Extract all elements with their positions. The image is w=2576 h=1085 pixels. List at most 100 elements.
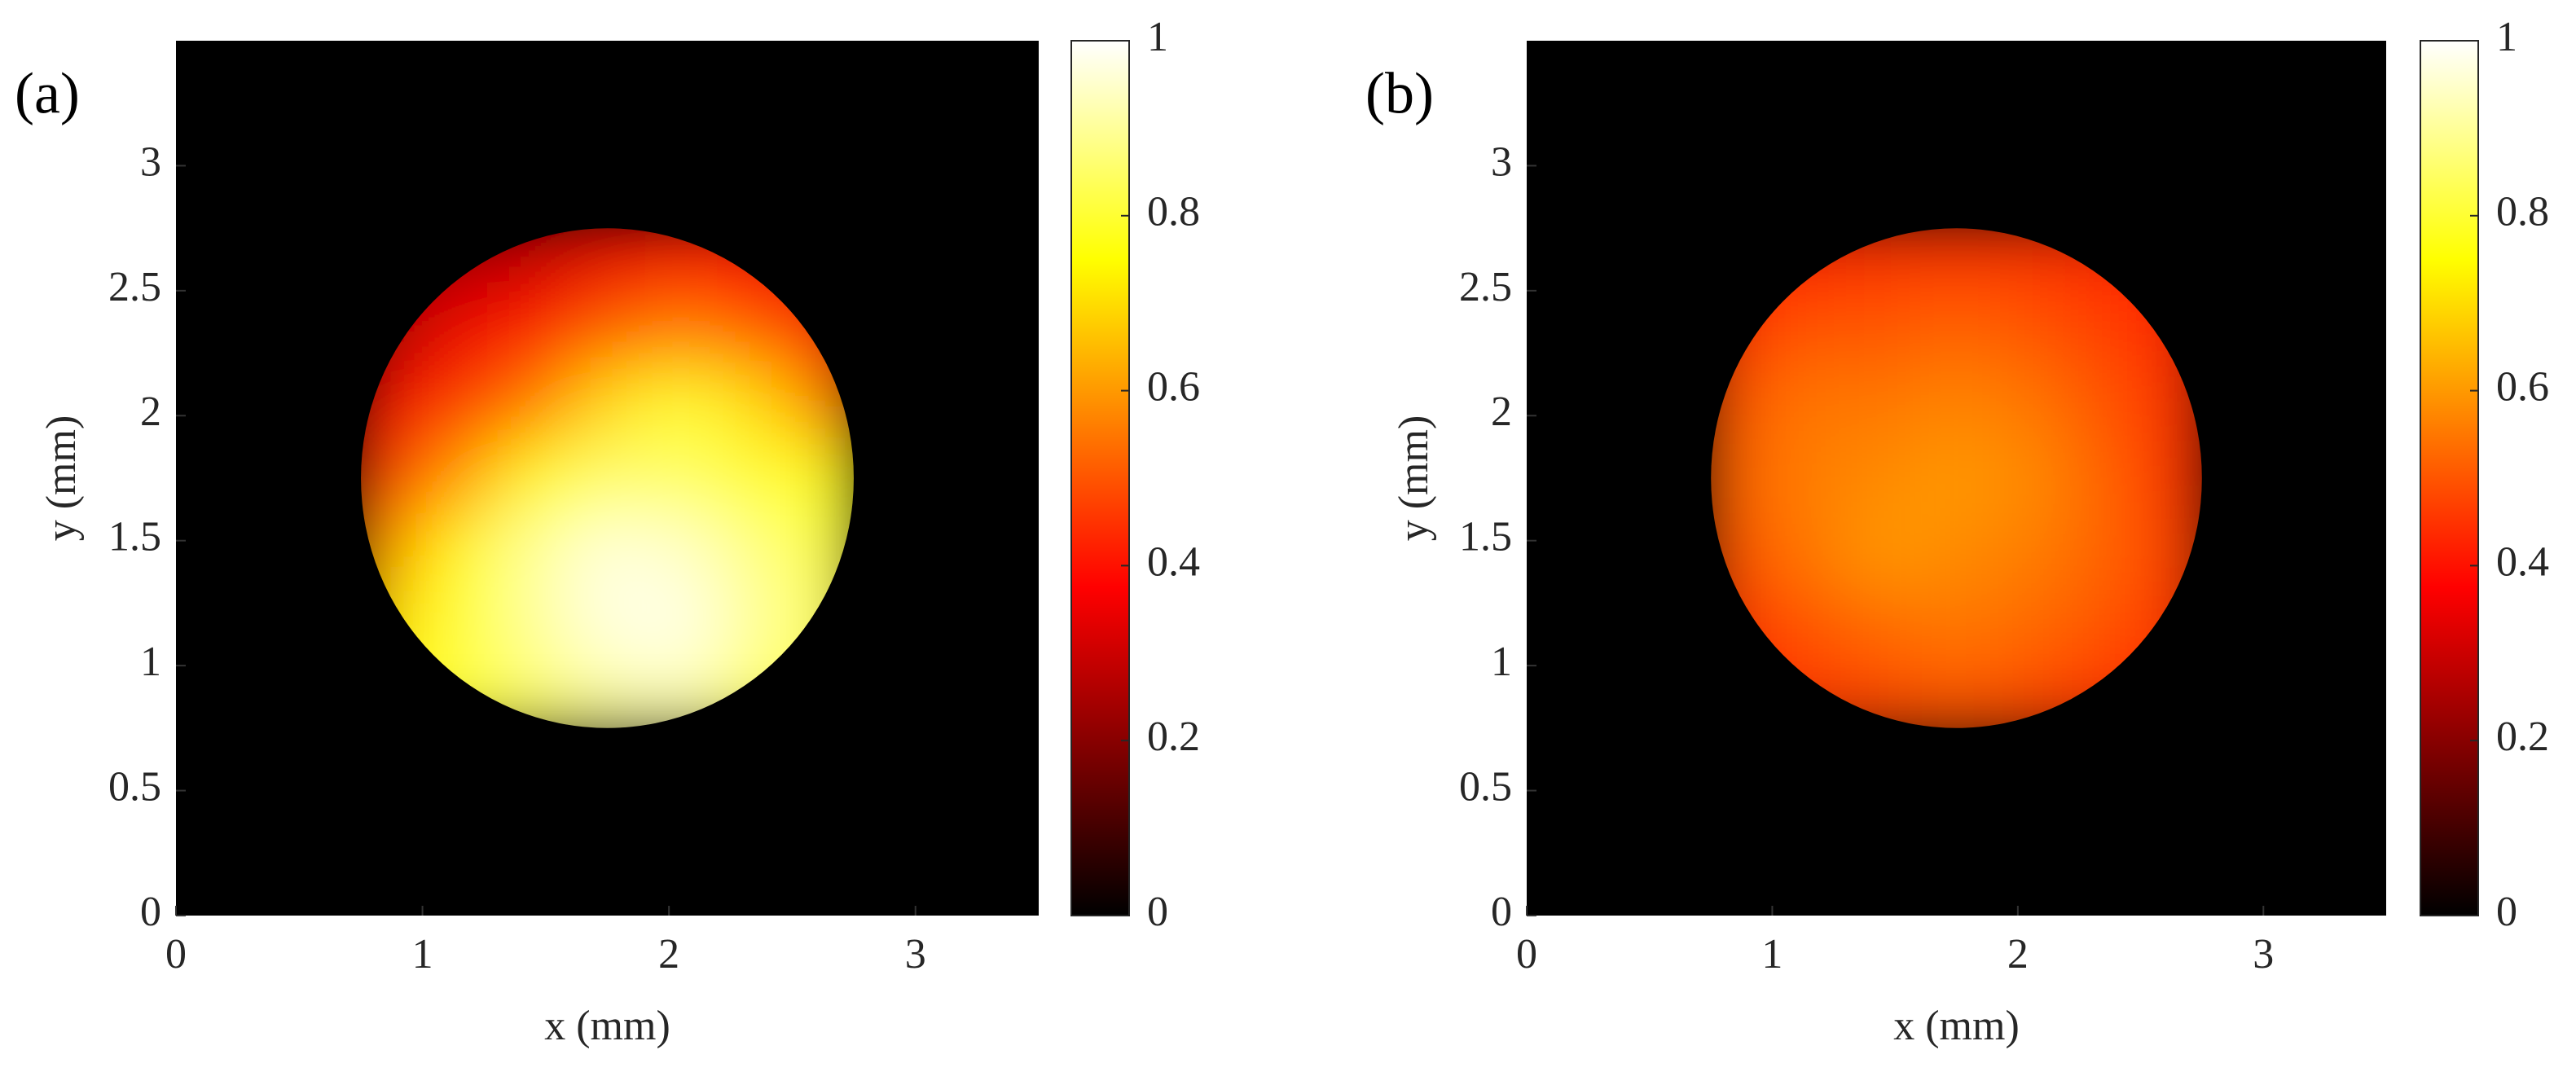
colorbar-tick-label: 0.2 [2496,714,2549,760]
colorbar [1070,40,1130,916]
heatmap-cell [1993,590,2068,666]
heatmap-cell [718,440,793,516]
heatmap-cell [1845,515,1920,591]
heatmap-cell [495,515,571,591]
colorbar-tick-label: 0.4 [2496,538,2549,585]
y-tick-label: 3 [140,138,161,185]
y-tick-label: 3 [1491,138,1512,185]
heatmap-cell [495,290,571,367]
colorbar-tick-label: 0.8 [1147,189,1200,235]
heatmap-cell [422,515,497,591]
heatmap-cell [495,440,571,516]
heatmap-cell [422,290,497,367]
heatmap-cell [718,515,793,591]
x-tick-label: 2 [658,931,679,977]
heatmap-cell [1771,515,1847,591]
heatmap-cell [1771,365,1847,441]
heatmap-cell [718,590,793,666]
y-tick-label: 0 [140,889,161,935]
heatmap-cell [1845,290,1920,367]
heatmap-cell [569,440,645,516]
y-tick-label: 0.5 [1459,764,1512,810]
y-tick-label: 1.5 [1459,514,1512,560]
y-tick-label: 2.5 [108,264,161,310]
heatmap-cell [1919,515,1994,591]
heatmap-cell [644,365,719,441]
heatmap-cell [1919,440,1994,516]
x-axis-label: x (mm) [544,1003,670,1049]
x-tick-label: 3 [905,931,926,977]
heatmap-cell [569,228,645,292]
y-tick-label: 1 [140,639,161,685]
colorbar-tick-label: 1 [2496,14,2517,60]
x-tick-label: 3 [2253,931,2274,977]
panel-label: (a) [15,61,80,126]
heatmap-cell [644,515,719,591]
heatmap-cell [644,440,719,516]
heatmap-cell [1919,365,1994,441]
heatmap-cell [1919,590,1994,666]
x-tick-label: 1 [412,931,433,977]
heatmap-cell [569,665,645,728]
colorbar-tick-label: 1 [1147,14,1168,60]
colorbar-tick-label: 0 [1147,889,1168,935]
colorbar-tick-label: 0.6 [1147,364,1200,411]
heatmap-cell [1845,440,1920,516]
heatmap-cell [791,440,854,516]
heatmap-cell [1845,590,1920,666]
colorbar-tick-label: 0.6 [2496,364,2549,411]
heatmap-cell [644,590,719,666]
heatmap-cell [1919,290,1994,367]
heatmap-cell [1771,290,1847,367]
panel-label: (b) [1365,61,1434,126]
heatmap-cell [644,290,719,367]
colorbar-tick-label: 0.4 [1147,538,1200,585]
heatmap-cell [2066,365,2142,441]
y-tick-label: 2 [1491,389,1512,435]
heatmap-cell [569,515,645,591]
colorbar-tick-label: 0.2 [1147,714,1200,760]
heatmap-cell [1993,440,2068,516]
heatmap-cell [2066,440,2142,516]
heatmap-cell [422,365,497,441]
heatmap-cell [1993,290,2068,367]
y-axis-label: y (mm) [38,415,85,542]
heatmap-cell [2066,515,2142,591]
panel: 0 1 2 3 0 0.5 1 1.5 2 2.5 3 x (mm) y (mm) (a) 0 0.2 0.4 0… [15,14,1200,1049]
heatmap-cell [422,590,497,666]
x-tick-label: 2 [2007,931,2029,977]
y-tick-label: 2.5 [1459,264,1512,310]
heatmap-cell [1919,665,1994,728]
colorbar-tick-label: 0 [2496,889,2517,935]
heatmap-cell [1993,365,2068,441]
heatmap-cell [569,290,645,367]
heatmap-cell [2066,590,2142,666]
heatmap-cell [2140,440,2202,516]
heatmap-cell [1771,590,1847,666]
heatmap-cell [422,440,497,516]
heatmap-cell [495,590,571,666]
colorbar-tick-label: 0.8 [2496,189,2549,235]
x-tick-label: 0 [1516,931,1537,977]
heatmap-cell [569,590,645,666]
x-tick-label: 1 [1761,931,1783,977]
y-tick-label: 1.5 [108,514,161,560]
panel: 0 1 2 3 0 0.5 1 1.5 2 2.5 3 x (mm) y (mm) (b) 0 0.2 0.4 0… [1365,14,2549,1049]
heatmap-cell [1993,515,2068,591]
heatmap-cell [1711,440,1773,516]
y-tick-label: 2 [140,389,161,435]
y-tick-label: 0 [1491,889,1512,935]
y-tick-label: 0.5 [108,764,161,810]
x-axis-label: x (mm) [1893,1003,2020,1049]
heatmap-cell [1771,440,1847,516]
colorbar [2420,40,2479,916]
heatmap-cell [361,440,424,516]
heatmap-cell [1845,365,1920,441]
x-tick-label: 0 [165,931,187,977]
heatmap-cell [2066,290,2142,367]
heatmap-cell [569,365,645,441]
heatmap-cell [1919,228,1994,292]
y-axis-label: y (mm) [1391,415,1437,542]
